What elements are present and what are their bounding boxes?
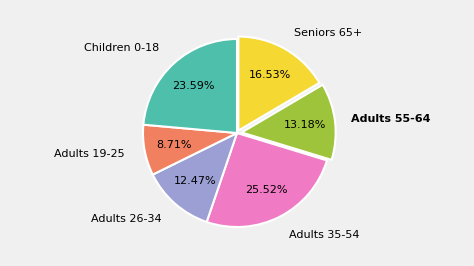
Text: 8.71%: 8.71% bbox=[156, 140, 192, 150]
Wedge shape bbox=[143, 39, 237, 133]
Text: 12.47%: 12.47% bbox=[173, 176, 216, 186]
Text: 23.59%: 23.59% bbox=[173, 81, 215, 91]
Text: 25.52%: 25.52% bbox=[245, 185, 287, 195]
Text: Adults 26-34: Adults 26-34 bbox=[91, 214, 161, 224]
Wedge shape bbox=[153, 133, 237, 222]
Text: Adults 55-64: Adults 55-64 bbox=[351, 114, 430, 124]
Text: Adults 19-25: Adults 19-25 bbox=[54, 149, 124, 159]
Wedge shape bbox=[242, 85, 336, 160]
Text: Children 0-18: Children 0-18 bbox=[84, 43, 160, 53]
Text: Seniors 65+: Seniors 65+ bbox=[294, 28, 362, 38]
Wedge shape bbox=[238, 36, 319, 131]
Wedge shape bbox=[143, 125, 237, 174]
Wedge shape bbox=[207, 133, 327, 227]
Text: Adults 35-54: Adults 35-54 bbox=[289, 230, 360, 240]
Text: 16.53%: 16.53% bbox=[249, 70, 291, 80]
Text: 13.18%: 13.18% bbox=[284, 120, 326, 130]
